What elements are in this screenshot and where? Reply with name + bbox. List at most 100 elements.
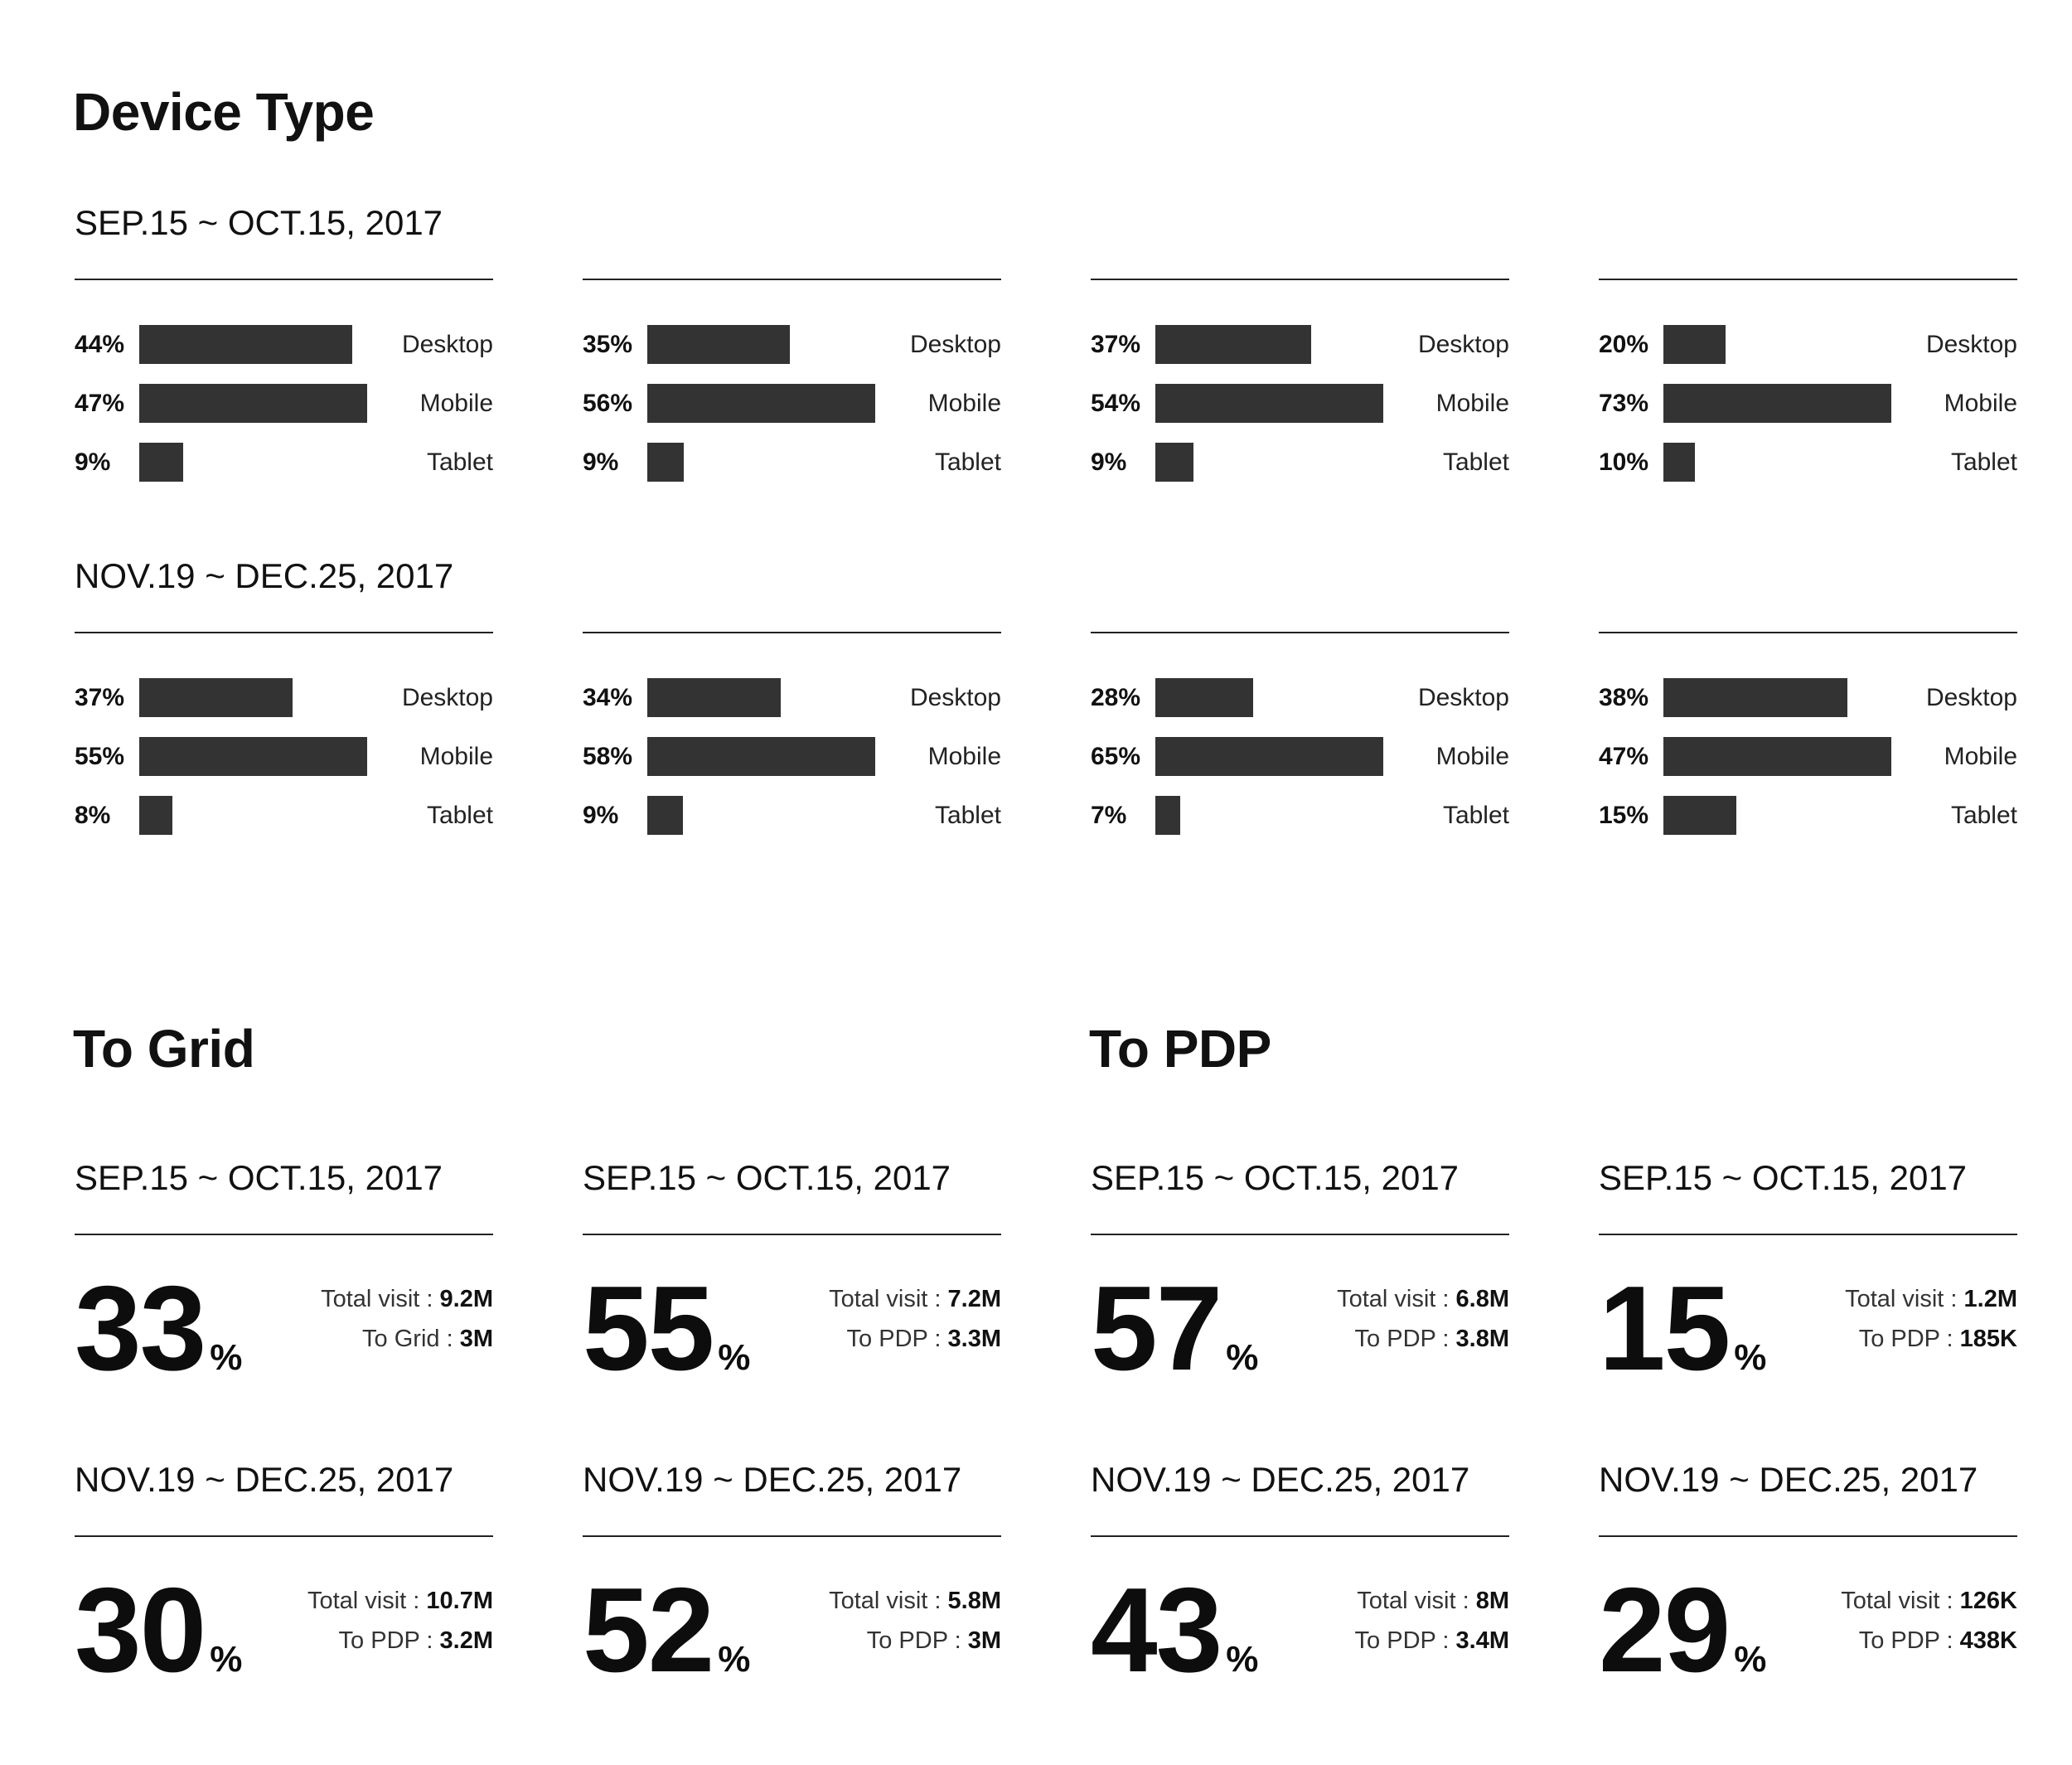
bar-chart: 37% Desktop 54% Mobile 9% Tablet	[1091, 280, 1509, 482]
stat-percent: 52%	[583, 1570, 750, 1690]
divider	[1599, 1234, 2017, 1235]
bar-row: 8% Tablet	[75, 796, 493, 835]
bar-row: 9% Tablet	[1091, 443, 1509, 482]
bar-row: 10% Tablet	[1599, 443, 2017, 482]
period-label: SEP.15 ~ OCT.15, 2017	[75, 1158, 443, 1197]
stat-body: 29% Total visit : 126K To PDP : 438K	[1599, 1537, 2017, 1690]
bar-value-label: 47%	[1599, 743, 1649, 770]
bar-value-label: 54%	[1091, 390, 1141, 417]
bar	[1663, 384, 1891, 423]
bar-category-label: Tablet	[426, 449, 493, 476]
period-label: NOV.19 ~ DEC.25, 2017	[1091, 1460, 1470, 1499]
bar-value-label: 8%	[75, 802, 111, 829]
bar-value-label: 35%	[583, 331, 633, 358]
bar-value-label: 9%	[75, 449, 111, 476]
percent-sign: %	[1734, 1639, 1767, 1680]
bar	[1663, 737, 1891, 776]
stat-line: To PDP : 3.2M	[338, 1627, 493, 1654]
bar-category-label: Desktop	[401, 331, 493, 358]
bar-value-label: 44%	[75, 331, 125, 358]
bar-value-label: 20%	[1599, 331, 1649, 358]
divider	[1599, 632, 2017, 633]
bar	[1663, 796, 1736, 835]
bar-row: 65% Mobile	[1091, 737, 1509, 776]
bar	[1663, 443, 1695, 482]
device-chart-column: 34% Desktop 58% Mobile 9% Tablet	[583, 558, 1001, 855]
bar	[647, 678, 781, 717]
bar	[1155, 384, 1383, 423]
bar-category-label: Mobile	[927, 743, 1001, 770]
percent-sign: %	[718, 1639, 751, 1680]
bar-value-label: 56%	[583, 390, 633, 417]
period-label-spacer	[1091, 558, 1509, 594]
bar	[647, 737, 875, 776]
divider	[1091, 1535, 1509, 1537]
bar-category-label: Desktop	[1925, 331, 2017, 358]
divider	[1091, 632, 1509, 633]
stat-card: NOV.19 ~ DEC.25, 2017 43% Total visit : …	[1091, 1462, 1509, 1690]
stats-row2-grid: NOV.19 ~ DEC.25, 2017 30% Total visit : …	[75, 1462, 2017, 1690]
device-chart-column: 20% Desktop 73% Mobile 10% Tablet	[1599, 205, 2017, 502]
stat-line: Total visit : 9.2M	[321, 1286, 493, 1312]
bar-chart: 44% Desktop 47% Mobile 9% Tablet	[75, 280, 493, 482]
bar	[139, 678, 293, 717]
stat-details: Total visit : 8M To PDP : 3.4M	[1355, 1570, 1509, 1690]
stat-percent: 43%	[1091, 1570, 1258, 1690]
bar-category-label: Desktop	[1417, 331, 1509, 358]
bar	[139, 796, 172, 835]
stat-details: Total visit : 7.2M To PDP : 3.3M	[829, 1268, 1001, 1389]
stat-percent-value: 30	[75, 1563, 206, 1697]
stat-line: Total visit : 6.8M	[1337, 1286, 1509, 1312]
stat-line: To Grid : 3M	[362, 1326, 493, 1352]
bar-row: 47% Mobile	[1599, 737, 2017, 776]
stat-percent-value: 33	[75, 1261, 206, 1395]
stat-percent-value: 57	[1091, 1261, 1222, 1395]
stat-card: NOV.19 ~ DEC.25, 2017 52% Total visit : …	[583, 1462, 1001, 1690]
bar	[139, 325, 352, 364]
stat-line: Total visit : 126K	[1841, 1588, 2017, 1614]
bar-category-label: Desktop	[1417, 684, 1509, 711]
stat-body: 52% Total visit : 5.8M To PDP : 3M	[583, 1537, 1001, 1690]
bar-value-label: 28%	[1091, 684, 1141, 711]
stat-details: Total visit : 9.2M To Grid : 3M	[321, 1268, 493, 1389]
period-label: SEP.15 ~ OCT.15, 2017	[1599, 1158, 1968, 1197]
bar-category-label: Mobile	[927, 390, 1001, 417]
device-type-period2-grid: NOV.19 ~ DEC.25, 2017 37% Desktop 55% Mo…	[75, 558, 2017, 855]
divider	[75, 1535, 493, 1537]
stat-card: SEP.15 ~ OCT.15, 2017 55% Total visit : …	[583, 1160, 1001, 1389]
bar-category-label: Mobile	[1944, 390, 2017, 417]
bar-row: 56% Mobile	[583, 384, 1001, 423]
stat-body: 33% Total visit : 9.2M To Grid : 3M	[75, 1235, 493, 1389]
to-grid-title: To Grid	[73, 1019, 255, 1079]
bar-chart: 38% Desktop 47% Mobile 15% Tablet	[1599, 633, 2017, 835]
bar-category-label: Tablet	[1950, 449, 2017, 476]
period-label-spacer	[583, 205, 1001, 241]
stat-percent: 33%	[75, 1268, 242, 1389]
device-type-period1-grid: SEP.15 ~ OCT.15, 2017 44% Desktop 47% Mo…	[75, 205, 2017, 502]
stats-row1-grid: SEP.15 ~ OCT.15, 2017 33% Total visit : …	[75, 1160, 2017, 1389]
device-chart-column: 28% Desktop 65% Mobile 7% Tablet	[1091, 558, 1509, 855]
bar-value-label: 7%	[1091, 802, 1127, 829]
bar-chart: 28% Desktop 65% Mobile 7% Tablet	[1091, 633, 1509, 835]
stat-percent: 30%	[75, 1570, 242, 1690]
bar-value-label: 9%	[583, 802, 619, 829]
bar-row: 55% Mobile	[75, 737, 493, 776]
period-label: SEP.15 ~ OCT.15, 2017	[1091, 1158, 1460, 1197]
bar-value-label: 10%	[1599, 449, 1649, 476]
bar-chart: 20% Desktop 73% Mobile 10% Tablet	[1599, 280, 2017, 482]
bar-category-label: Tablet	[1442, 449, 1509, 476]
bar-value-label: 37%	[75, 684, 125, 711]
period-label: NOV.19 ~ DEC.25, 2017	[583, 1460, 962, 1499]
stat-line: To PDP : 3.4M	[1354, 1627, 1509, 1654]
bar-value-label: 38%	[1599, 684, 1649, 711]
stat-details: Total visit : 126K To PDP : 438K	[1841, 1570, 2017, 1690]
stat-percent: 29%	[1599, 1570, 1766, 1690]
bar-category-label: Mobile	[1944, 743, 2017, 770]
bar-row: 34% Desktop	[583, 678, 1001, 717]
percent-sign: %	[210, 1639, 243, 1680]
stat-percent-value: 55	[583, 1261, 714, 1395]
divider	[75, 632, 493, 633]
bar-row: 54% Mobile	[1091, 384, 1509, 423]
period-label-spacer	[1599, 558, 2017, 594]
bar-row: 7% Tablet	[1091, 796, 1509, 835]
